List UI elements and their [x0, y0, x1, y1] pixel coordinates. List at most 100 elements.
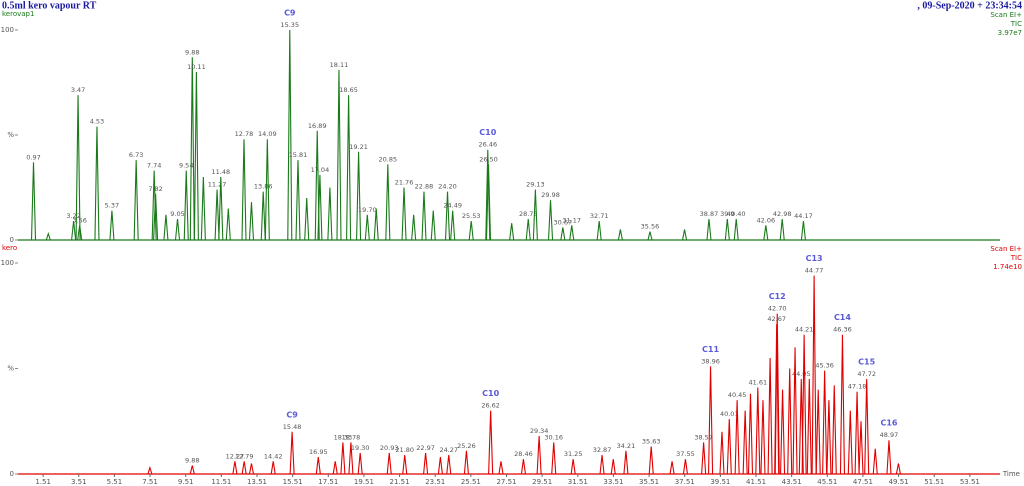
peak: [498, 461, 504, 475]
peak-label: 12.78: [235, 130, 254, 138]
x-tick-label: 33.51: [603, 478, 623, 486]
peak-label: 30.67: [554, 218, 573, 226]
peak: [623, 450, 629, 475]
peak-label: 15.35: [280, 21, 299, 29]
peak: [75, 95, 81, 241]
peak: [200, 176, 206, 241]
peak: [669, 461, 675, 475]
x-tick-label: 13.51: [247, 478, 267, 486]
peak: [560, 227, 566, 241]
peak-label: 18.65: [339, 86, 358, 94]
peak: [193, 71, 199, 241]
peak: [248, 463, 255, 475]
peak-label: 20.93: [380, 444, 399, 452]
peak: [289, 431, 295, 475]
peak: [801, 334, 807, 475]
peak-label: 19.21: [349, 143, 368, 151]
peak-label: 9.05: [170, 210, 184, 218]
peak: [763, 225, 769, 241]
x-tick-label: 35.51: [639, 478, 659, 486]
peak-label: 21.76: [395, 179, 414, 187]
peak-label: 44.77: [805, 267, 824, 275]
peak-label: 17.04: [311, 166, 330, 174]
peak: [340, 442, 346, 475]
peak-label: 38.87: [700, 210, 719, 218]
peak: [520, 459, 526, 475]
peak: [315, 457, 321, 475]
peak: [780, 389, 786, 475]
annotation: C15: [858, 358, 875, 367]
scan: Scan EI+: [990, 245, 1022, 253]
peak: [726, 419, 732, 475]
peak: [760, 400, 766, 475]
peak: [430, 210, 436, 241]
peak: [599, 454, 605, 475]
sample-name: kero: [2, 244, 17, 252]
peak: [806, 379, 812, 475]
peak-label: 44.17: [794, 212, 813, 220]
peak: [551, 442, 557, 475]
peak-label: 40.45: [728, 391, 747, 399]
peak: [174, 218, 181, 241]
peak: [872, 448, 878, 475]
trace: TIC: [1010, 20, 1022, 28]
peak: [446, 454, 452, 475]
peak-label: 38.57: [694, 433, 713, 441]
peak-label: 42.06: [757, 216, 776, 224]
peak-label: 42.98: [773, 210, 792, 218]
x-tick-label: 15.51: [283, 478, 303, 486]
peak: [444, 191, 451, 241]
peak-label: 31.25: [564, 450, 583, 458]
peak: [304, 197, 310, 241]
annotation: C9: [286, 410, 298, 419]
peak-label: 26.46: [478, 141, 497, 149]
peak-label: 34.21: [617, 442, 636, 450]
peak-label: 9.54: [179, 162, 193, 170]
peak-label: 35.56: [641, 223, 660, 231]
peak-label: 24.20: [438, 183, 457, 191]
peak: [332, 461, 338, 475]
x-tick-label: 25.51: [461, 478, 481, 486]
peak: [264, 139, 270, 241]
peak-label: 12.79: [235, 452, 254, 460]
peak-label: 19.70: [358, 206, 377, 214]
peak: [421, 191, 427, 241]
peak: [71, 221, 77, 241]
peak-label: 24.49: [443, 202, 462, 210]
annotation: C9: [284, 9, 296, 18]
peak-label: 12.27: [226, 452, 245, 460]
peak-label: 32.71: [590, 212, 609, 220]
peak-label: 26.50: [479, 155, 498, 163]
peak: [225, 208, 231, 241]
x-tick-label: 53.51: [960, 478, 980, 486]
peak: [402, 454, 408, 475]
annotation: C10: [479, 128, 496, 137]
peak: [133, 160, 139, 241]
peak: [682, 229, 688, 241]
peak-label: 3.56: [72, 216, 86, 224]
peak: [151, 170, 157, 241]
peak: [488, 410, 494, 475]
peak: [839, 334, 846, 475]
y-tick-label: 0: [10, 470, 14, 478]
peak-label: 25.53: [462, 212, 481, 220]
scan: Scan EI+: [990, 11, 1022, 19]
peak: [858, 421, 864, 475]
peak: [30, 162, 37, 241]
peak-label: 9.88: [185, 457, 199, 465]
peak: [183, 170, 189, 241]
x-tick-label: 21.51: [390, 478, 410, 486]
peak: [241, 461, 247, 475]
peak: [895, 463, 901, 475]
peak: [610, 459, 616, 475]
peak: [357, 452, 363, 475]
x-tick-label: 5.51: [107, 478, 123, 486]
peak-label: 47.72: [857, 370, 876, 378]
peak: [45, 231, 51, 241]
peak: [94, 126, 100, 241]
x-tick-label: 51.51: [924, 478, 944, 486]
y-tick-label: 100: [1, 259, 14, 267]
peak-label: 22.88: [415, 183, 434, 191]
x-tick-label: 41.51: [746, 478, 766, 486]
x-tick-label: 9.51: [178, 478, 194, 486]
